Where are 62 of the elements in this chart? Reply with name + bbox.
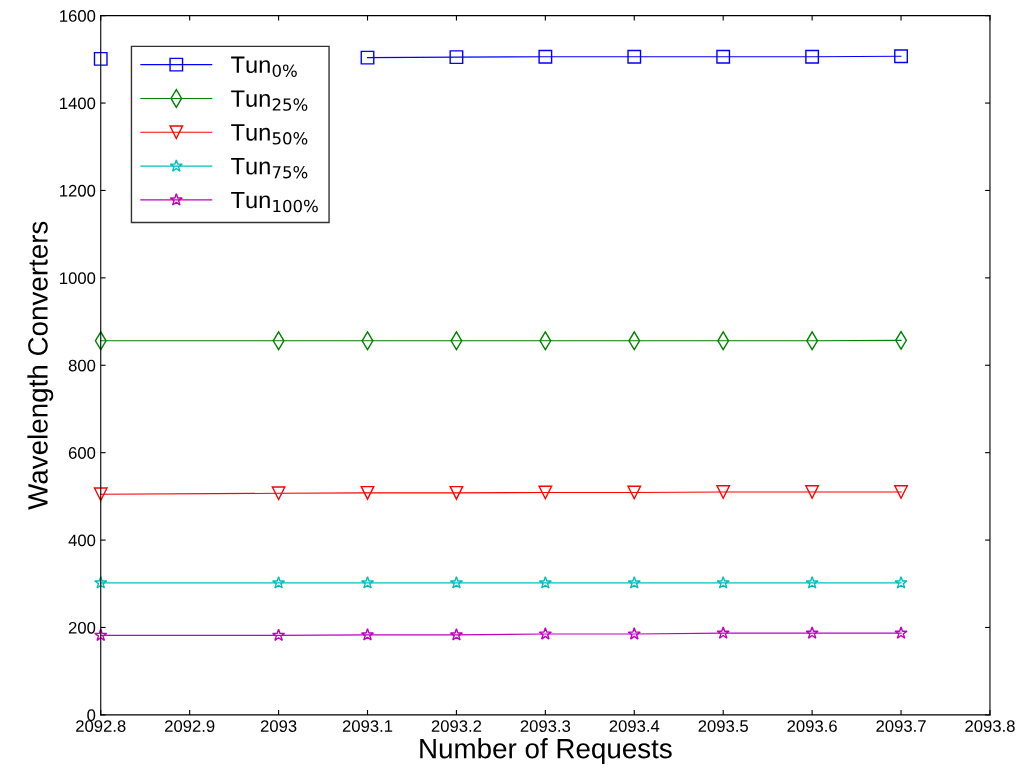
point: [538, 575, 552, 589]
legend-label: Tun$_{50%}$: [231, 124, 308, 145]
point: [894, 575, 908, 589]
point: [627, 485, 642, 500]
point: [805, 49, 820, 64]
y-tick-label: 600: [68, 447, 96, 459]
x-axis-title: Number of Requests: [420, 738, 672, 764]
point: [716, 485, 731, 499]
x-tick-label: 2093.4: [609, 720, 660, 732]
point: [94, 628, 108, 642]
point: [805, 575, 819, 589]
y-axis-title: Wavelength Converters: [27, 221, 54, 510]
point: [449, 50, 464, 65]
point: [94, 575, 108, 589]
y-tick-label: 0: [87, 709, 96, 722]
x-tick-label: 2093.2: [431, 720, 482, 732]
point: [360, 627, 375, 641]
point: [271, 486, 286, 501]
y-tick-label: 800: [68, 359, 96, 372]
point: [538, 485, 553, 500]
point: [360, 50, 375, 65]
point: [449, 485, 464, 500]
point: [271, 575, 286, 589]
y-tick-label: 200: [68, 621, 96, 634]
x-tick-label: 2093.6: [787, 720, 837, 732]
point: [716, 575, 730, 589]
legend-label: Tun$_{75%}$: [231, 158, 308, 179]
point: [805, 485, 820, 499]
point: [93, 487, 108, 502]
x-tick-label: 2092.8: [76, 720, 126, 732]
point: [538, 627, 552, 640]
point: [271, 628, 286, 642]
x-tick-label: 2093.1: [342, 720, 393, 732]
point: [894, 49, 908, 64]
point: [627, 627, 641, 640]
point: [805, 626, 819, 639]
point: [627, 575, 641, 589]
point: [449, 627, 464, 641]
legend-label: Tun$_{25%}$: [231, 90, 308, 111]
point: [360, 485, 375, 500]
point: [716, 49, 731, 64]
x-tick-label: 2093.3: [520, 720, 571, 732]
point: [360, 575, 375, 589]
legend-label: Tun$_{100%}$: [231, 191, 318, 213]
point: [449, 575, 464, 589]
point: [538, 49, 553, 64]
x-tick-label: 2093.7: [876, 720, 926, 732]
y-tick-label: 400: [68, 534, 96, 547]
y-tick-label: 1600: [60, 10, 96, 22]
x-tick-label: 2093.5: [698, 720, 748, 732]
point: [716, 626, 730, 639]
y-tick-label: 1400: [60, 97, 96, 110]
point: [627, 49, 642, 64]
y-tick-label: 1200: [60, 184, 96, 197]
legend-label: Tun$_{0%}$: [231, 56, 297, 77]
x-tick-label: 2092.9: [165, 720, 215, 732]
y-tick-label: 1000: [60, 272, 96, 285]
point: [894, 485, 908, 499]
x-tick-label: 2093.8: [965, 720, 1015, 732]
point: [894, 626, 908, 639]
point: [93, 51, 108, 66]
x-tick-label: 2093: [260, 720, 297, 732]
